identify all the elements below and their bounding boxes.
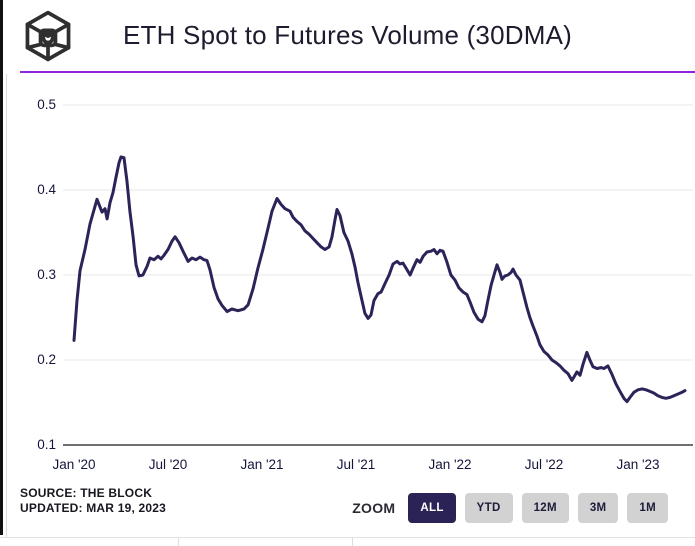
zoom-button-12m[interactable]: 12M [521, 493, 569, 523]
zoom-button-ytd[interactable]: YTD [464, 493, 513, 523]
widget-left-border [6, 74, 7, 537]
y-tick-label: 0.3 [37, 267, 56, 282]
y-tick-label: 0.1 [37, 437, 56, 452]
zoom-button-3m[interactable]: 3M [577, 493, 619, 523]
y-tick-label: 0.5 [37, 97, 56, 112]
left-edge-border [0, 0, 3, 535]
source-attribution: SOURCE: THE BLOCK UPDATED: MAR 19, 2023 [20, 486, 166, 516]
source-label: SOURCE: THE BLOCK [20, 486, 153, 500]
x-tick-label: Jan '22 [428, 457, 472, 472]
zoom-label: ZOOM [352, 500, 396, 516]
y-tick-label: 0.4 [37, 182, 56, 197]
accent-divider [20, 71, 695, 73]
page-title: ETH Spot to Futures Volume (30DMA) [123, 20, 572, 50]
header: ETH Spot to Futures Volume (30DMA) [0, 0, 695, 71]
x-tick-label: Jul '21 [336, 457, 376, 472]
data-series-line [72, 155, 687, 404]
table-top-divider [0, 537, 695, 538]
x-tick-label: Jan '23 [616, 457, 660, 472]
table-column-divider [352, 538, 353, 546]
y-tick-label: 0.2 [37, 352, 56, 367]
x-tick-label: Jul '22 [524, 457, 564, 472]
x-tick-label: Jan '21 [240, 457, 284, 472]
zoom-button-all[interactable]: ALL [408, 493, 456, 523]
zoom-button-1m[interactable]: 1M [627, 493, 668, 523]
zoom-button-group: ZOOM ALL YTD 12M 3M 1M [352, 493, 668, 523]
table-column-divider [178, 538, 179, 546]
x-tick-label: Jan '20 [52, 457, 96, 472]
x-tick-label: Jul '20 [148, 457, 188, 472]
updated-label: UPDATED: MAR 19, 2023 [20, 501, 167, 515]
the-block-cube-logo-icon [25, 10, 71, 62]
